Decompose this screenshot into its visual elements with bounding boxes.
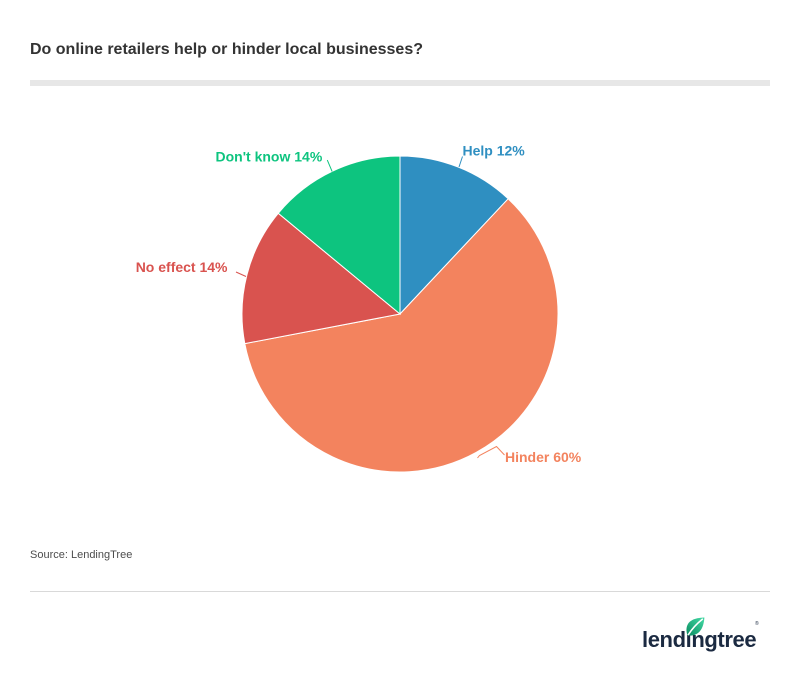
svg-text:Help 12%: Help 12% (463, 143, 526, 159)
svg-text:®: ® (755, 620, 759, 627)
svg-text:Don't know 14%: Don't know 14% (216, 149, 323, 165)
svg-text:No effect 14%: No effect 14% (136, 259, 228, 275)
svg-text:Hinder 60%: Hinder 60% (505, 449, 582, 465)
